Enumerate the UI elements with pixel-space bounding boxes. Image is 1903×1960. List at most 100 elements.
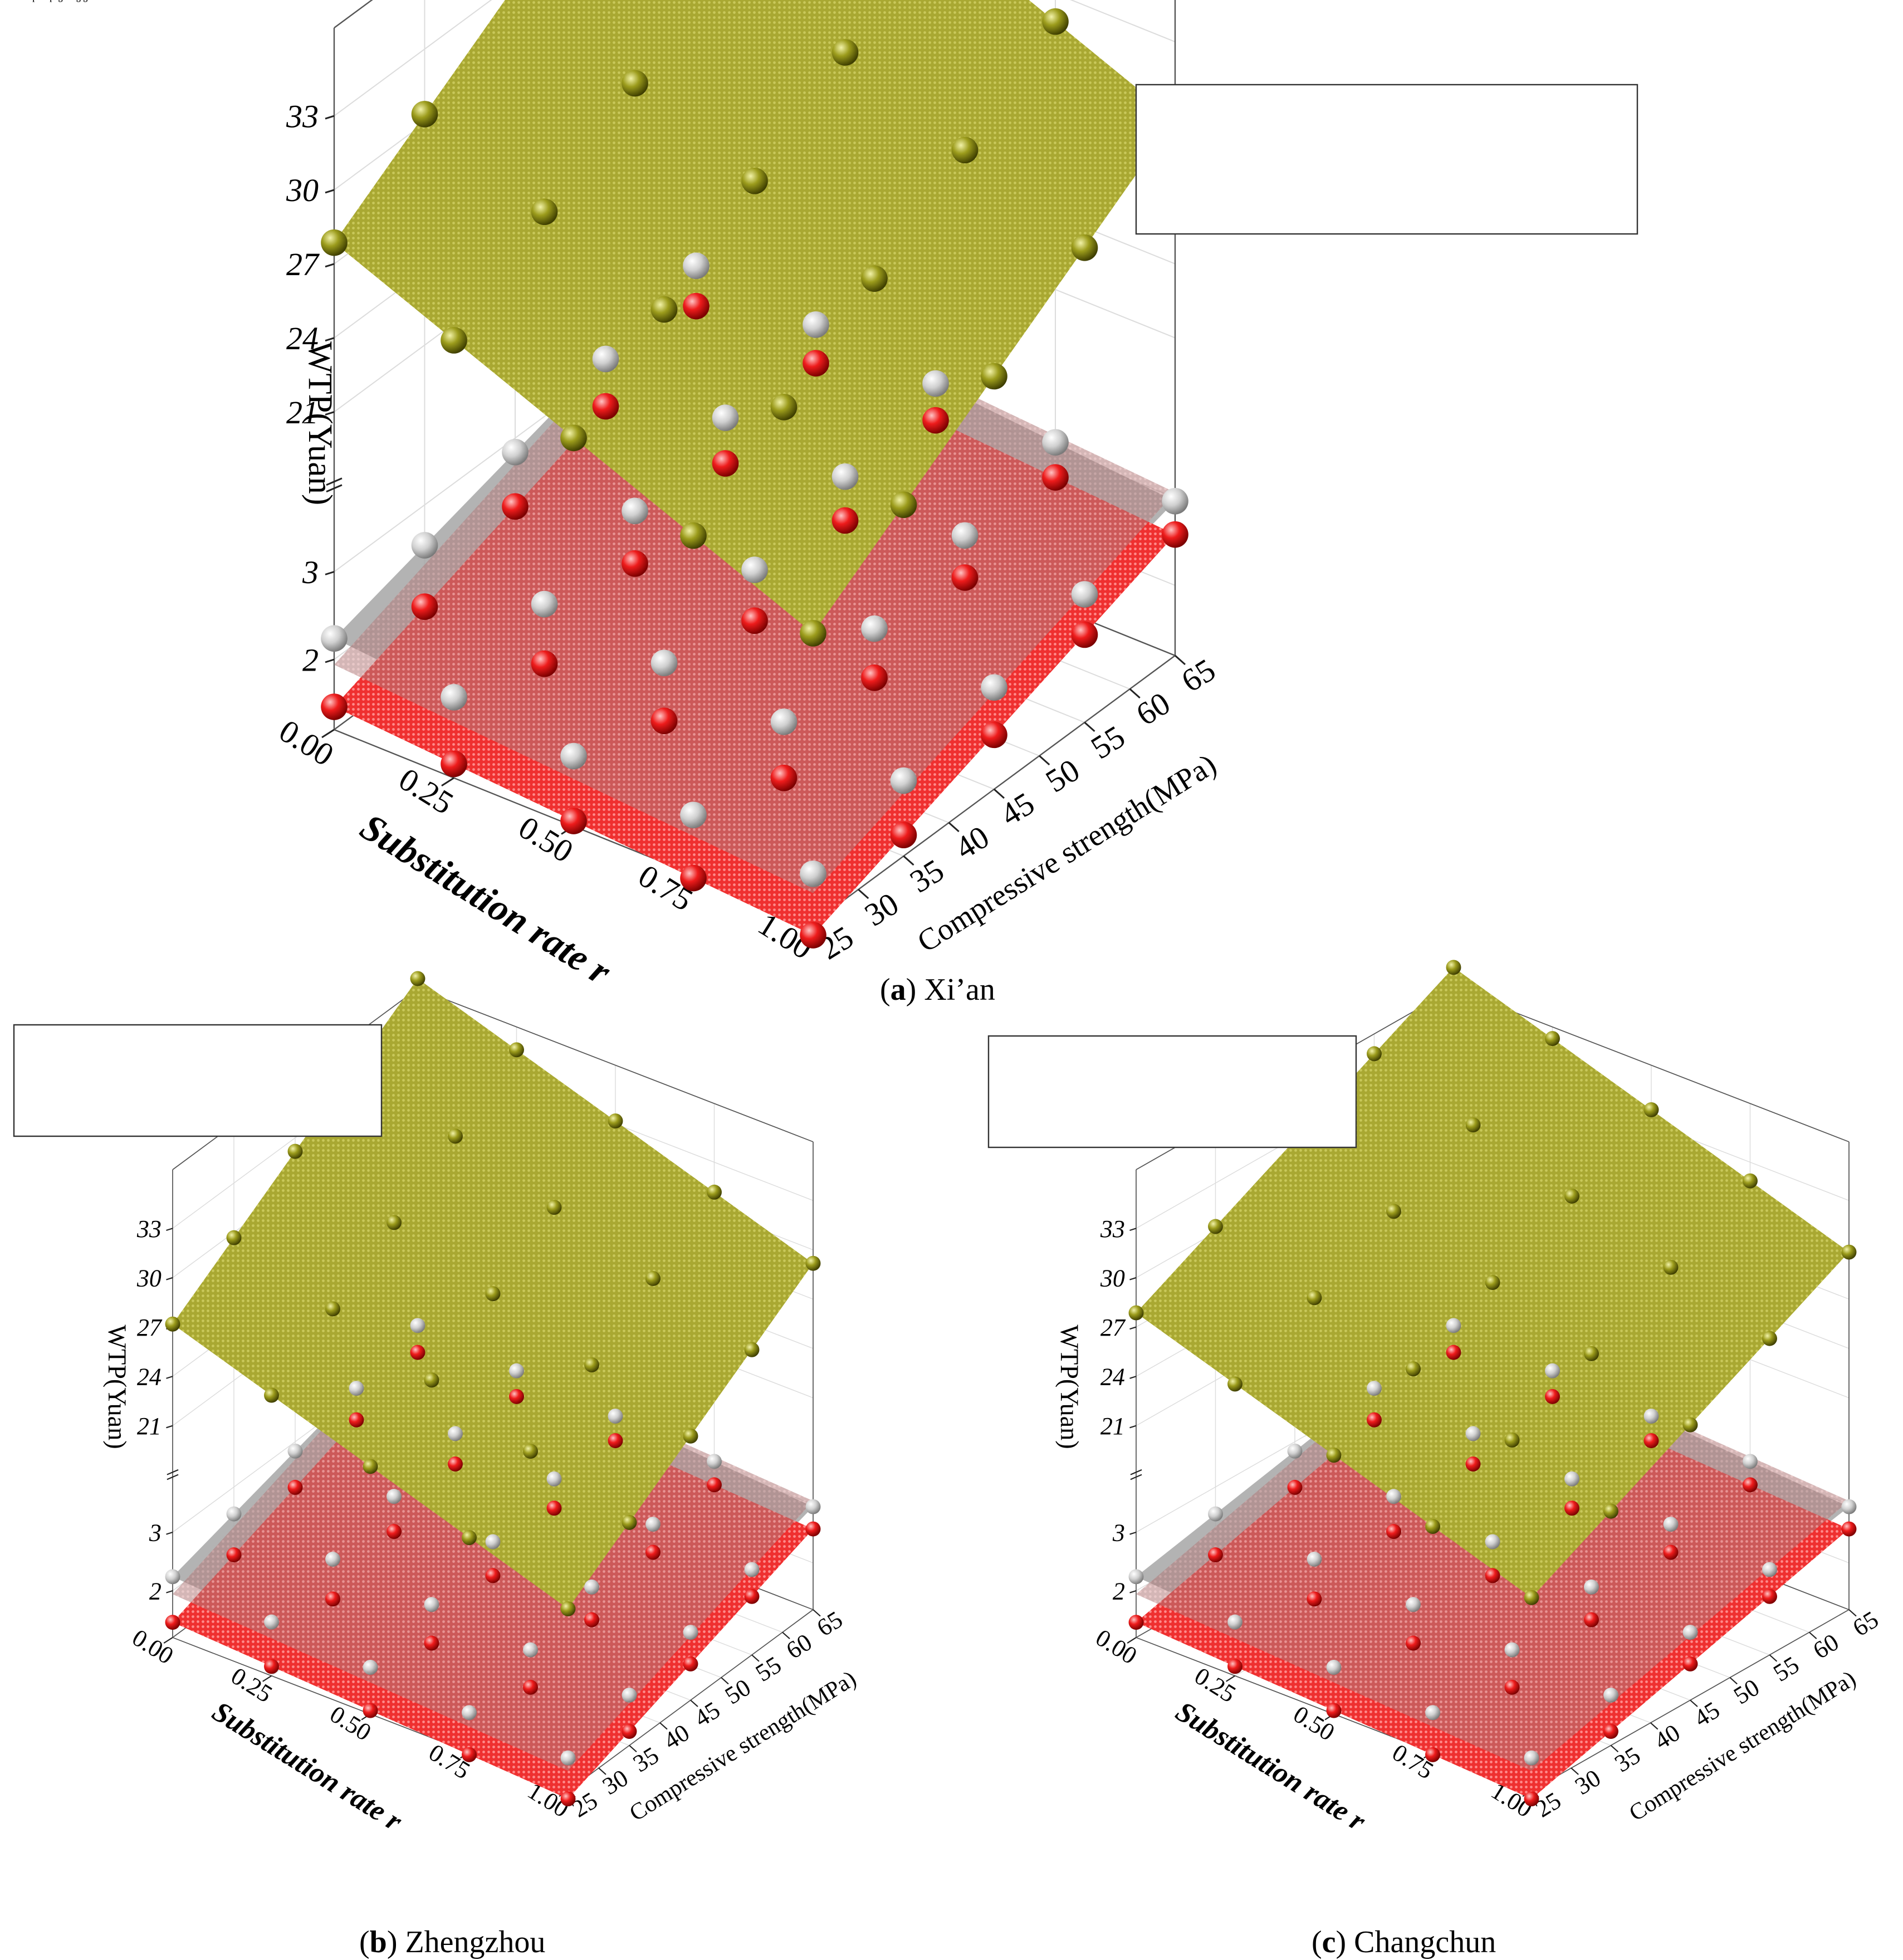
point-construction <box>803 350 829 377</box>
point-production <box>1545 1031 1560 1047</box>
caption-c-close: ) <box>1335 1925 1347 1959</box>
point-construction <box>349 1412 364 1428</box>
data-points <box>165 971 821 1807</box>
point-transport <box>363 1660 378 1675</box>
point-construction <box>622 550 648 577</box>
point-construction <box>325 1591 340 1607</box>
legend-label: Construction stage <box>0 0 67 2</box>
point-transport <box>1504 1642 1520 1658</box>
point-construction <box>485 1568 501 1583</box>
y-tick-label: 27 <box>1100 1314 1126 1341</box>
point-production <box>805 1255 821 1271</box>
point-production <box>462 1530 477 1546</box>
point-transport <box>1545 1363 1560 1379</box>
point-transport <box>1743 1454 1758 1469</box>
point-transport <box>509 1363 524 1379</box>
caption-c-open: ( <box>1312 1925 1322 1959</box>
point-production <box>645 1270 661 1286</box>
point-production <box>441 327 467 354</box>
z-tick <box>1848 1609 1857 1617</box>
point-production <box>387 1215 402 1230</box>
y-tick-label: 21 <box>137 1412 162 1440</box>
point-construction <box>1208 1547 1223 1563</box>
point-production <box>321 229 348 256</box>
y-tick-label: 3 <box>302 554 319 590</box>
point-construction <box>1307 1591 1322 1607</box>
point-construction <box>1743 1477 1758 1493</box>
point-production <box>165 1316 180 1332</box>
point-production <box>1485 1275 1500 1291</box>
point-transport <box>1643 1409 1659 1424</box>
point-construction <box>1287 1479 1303 1495</box>
point-transport <box>349 1381 364 1396</box>
point-transport <box>712 404 739 431</box>
point-production <box>411 101 438 128</box>
point-construction <box>584 1612 599 1627</box>
point-production <box>531 198 558 226</box>
caption-c-letter: c <box>1322 1925 1336 1959</box>
point-construction <box>1663 1544 1679 1560</box>
point-construction <box>831 507 859 534</box>
y-tick <box>325 571 335 575</box>
point-transport <box>325 1551 340 1567</box>
y-axis-title: WTP(Yuan) <box>103 1324 131 1449</box>
z-tick-label: 45 <box>994 785 1041 833</box>
point-transport <box>741 556 768 583</box>
z-tick <box>659 1722 668 1730</box>
point-transport <box>770 708 798 735</box>
point-production <box>1406 1361 1421 1377</box>
point-construction <box>1386 1524 1401 1539</box>
z-tick <box>751 1654 760 1662</box>
point-transport <box>165 1569 180 1585</box>
axis-break-mark <box>1130 1474 1142 1480</box>
point-production <box>744 1342 760 1357</box>
point-production <box>560 424 587 452</box>
point-transport <box>1663 1517 1679 1532</box>
point-transport <box>448 1426 463 1441</box>
z-tick-label: 65 <box>1848 1606 1883 1642</box>
point-construction <box>744 1588 760 1604</box>
y-tick <box>166 1425 173 1429</box>
point-production <box>1042 8 1069 35</box>
caption-b-letter: b <box>369 1925 387 1959</box>
z-tick <box>1690 1699 1698 1707</box>
z-tick-label: 55 <box>751 1651 786 1687</box>
caption-c-text: Changchun <box>1346 1925 1496 1959</box>
chart-b: 232124273033WTP(Yuan)0.000.250.500.751.0… <box>0 0 860 1837</box>
point-construction <box>410 1345 425 1360</box>
point-transport <box>805 1499 821 1514</box>
point-construction <box>509 1389 524 1404</box>
point-construction <box>363 1703 378 1718</box>
legend-label: Material production stage <box>0 0 91 2</box>
point-transport <box>1584 1579 1599 1595</box>
point-production <box>683 1428 698 1444</box>
z-tick-label: 55 <box>1084 718 1131 766</box>
point-transport <box>1227 1614 1242 1630</box>
chart-a: 232124273033WTP(Yuan)0.000.250.500.751.0… <box>0 0 1638 993</box>
point-production <box>546 1200 562 1215</box>
point-production <box>410 971 425 986</box>
point-construction <box>560 1791 576 1807</box>
z-tick-label: 35 <box>1610 1741 1645 1777</box>
y-tick <box>166 1277 173 1280</box>
point-construction <box>462 1747 477 1762</box>
point-transport <box>1425 1705 1440 1721</box>
x-tick <box>1226 1675 1236 1682</box>
point-construction <box>890 822 917 848</box>
point-construction <box>1042 464 1069 491</box>
z-tick <box>1650 1722 1659 1730</box>
point-construction <box>1367 1412 1382 1428</box>
point-transport <box>1208 1506 1223 1522</box>
point-construction <box>683 292 710 320</box>
point-construction <box>650 707 678 734</box>
point-production <box>1307 1290 1322 1306</box>
y-tick-label: 21 <box>286 394 319 431</box>
point-transport <box>546 1471 562 1487</box>
point-transport <box>1603 1687 1618 1703</box>
point-construction <box>387 1524 402 1539</box>
point-transport <box>287 1443 303 1459</box>
point-transport <box>485 1534 501 1550</box>
point-construction <box>805 1521 821 1537</box>
point-transport <box>1762 1562 1777 1577</box>
point-production <box>1386 1204 1401 1219</box>
